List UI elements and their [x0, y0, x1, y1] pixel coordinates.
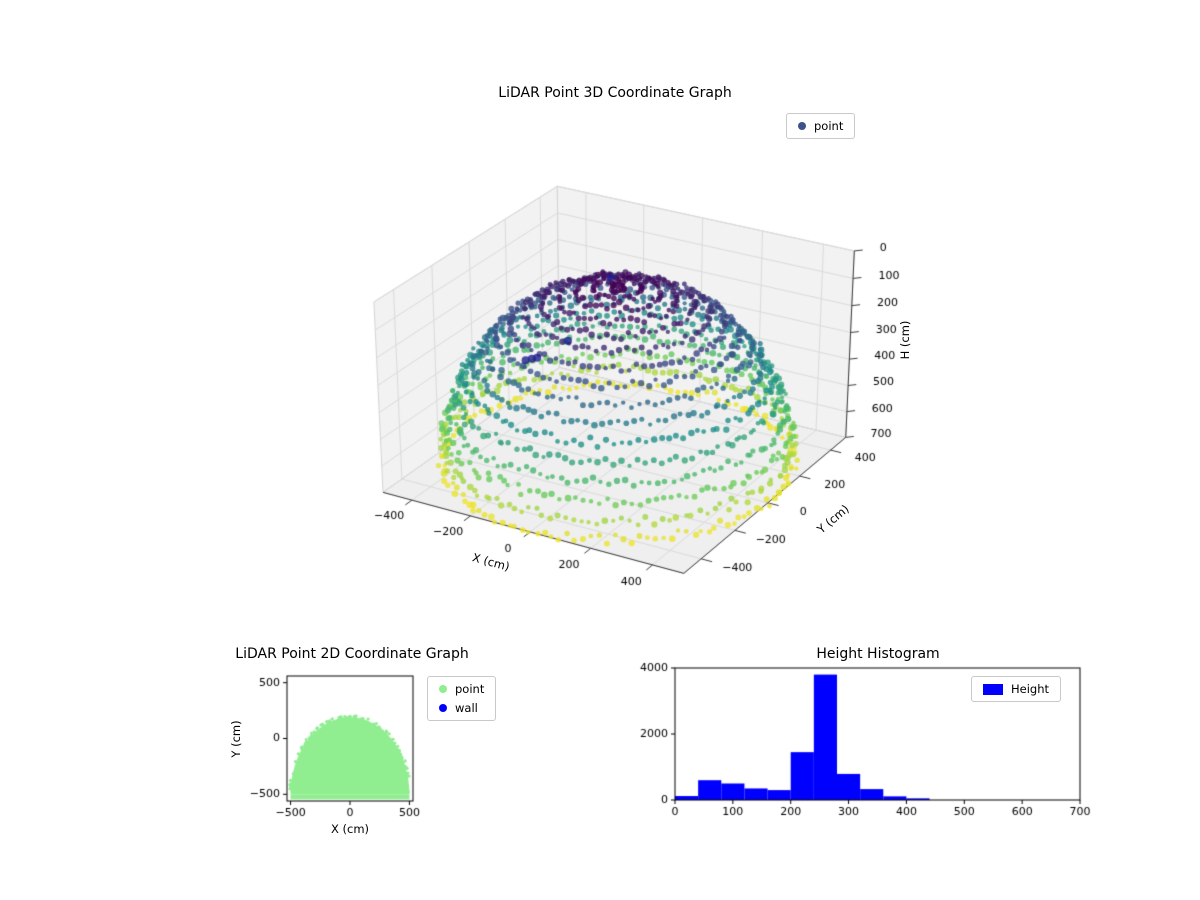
histogram-title: Height Histogram	[816, 646, 940, 662]
histogram-legend: Height	[971, 676, 1062, 702]
plot2d-title: LiDAR Point 2D Coordinate Graph	[235, 646, 469, 662]
legend-item-height: Height	[983, 682, 1049, 696]
legend-label-height: Height	[1011, 682, 1050, 696]
legend-label-wall: wall	[455, 701, 478, 715]
plot2d-y-axis-label: Y (cm)	[229, 719, 243, 758]
plot3d-legend: point	[786, 113, 856, 139]
legend-item-point: point	[439, 682, 484, 696]
plot3d-z-axis-label: H (cm)	[897, 320, 912, 360]
height-swatch-icon	[983, 683, 1003, 695]
legend-label-point: point	[455, 682, 485, 696]
plot2d-legend: point wall	[427, 676, 497, 721]
legend-item-wall: wall	[439, 701, 484, 715]
plot2d-x-axis-label: X (cm)	[330, 822, 370, 836]
point-marker-icon	[439, 685, 447, 693]
legend-item-point: point	[798, 119, 843, 133]
point-marker-icon	[798, 122, 806, 130]
plot3d-title: LiDAR Point 3D Coordinate Graph	[498, 85, 732, 101]
legend-label-point: point	[814, 119, 844, 133]
wall-marker-icon	[439, 704, 447, 712]
